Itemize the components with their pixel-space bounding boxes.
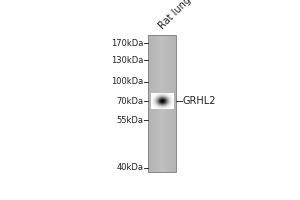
- Text: 70kDa: 70kDa: [116, 97, 143, 106]
- Text: 55kDa: 55kDa: [116, 116, 143, 125]
- Text: 130kDa: 130kDa: [111, 56, 143, 65]
- Text: 170kDa: 170kDa: [111, 39, 143, 48]
- Text: 40kDa: 40kDa: [116, 163, 143, 172]
- Bar: [148, 35, 176, 172]
- Text: GRHL2: GRHL2: [183, 96, 216, 106]
- Text: Rat lung: Rat lung: [157, 0, 193, 31]
- Text: 100kDa: 100kDa: [111, 77, 143, 86]
